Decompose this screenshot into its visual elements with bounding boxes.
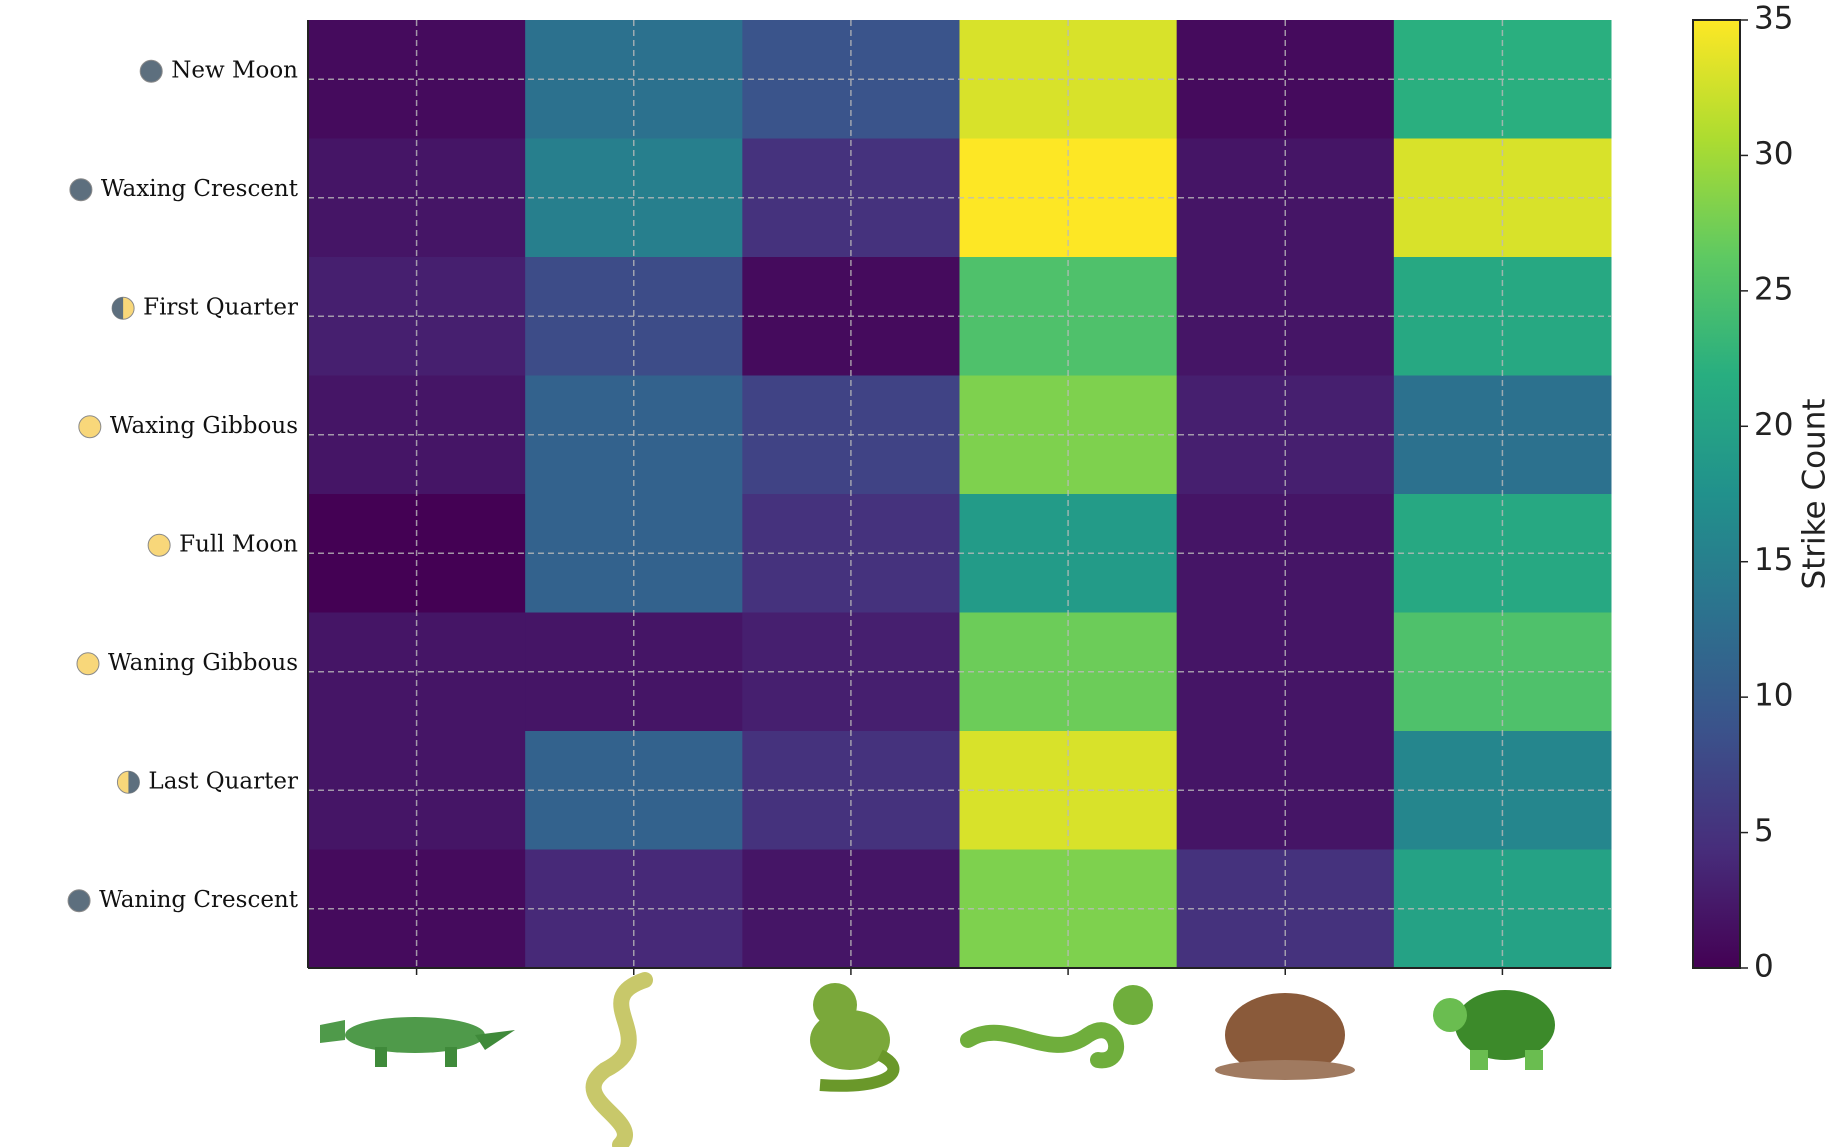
moon-icon: [69, 178, 93, 202]
moon-icon: [147, 533, 171, 557]
heatmap: [308, 20, 1612, 969]
colorbar-tick-label: 5: [1754, 813, 1774, 849]
colorbar-scale: [1692, 19, 1741, 969]
colorbar-label: Strike Count: [1797, 398, 1833, 589]
moon-icon: [78, 415, 102, 439]
grid: [307, 20, 1611, 975]
icon-snake: [585, 972, 653, 1147]
colorbar-tick-label: 35: [1754, 1, 1793, 37]
row-label: New Moon: [171, 57, 298, 83]
row-label: First Quarter: [143, 294, 298, 320]
colorbar-tick-label: 10: [1754, 678, 1793, 714]
colorbar-tick-label: 30: [1754, 136, 1793, 172]
moon-icon: [67, 889, 91, 913]
icon-green-snake: [960, 985, 1153, 1069]
icon-tortoise: [1215, 993, 1355, 1080]
row-label: Waning Crescent: [99, 887, 299, 913]
colorbar-tick-label: 0: [1754, 949, 1774, 985]
moon-icon: [76, 652, 100, 676]
moon-icon: [139, 59, 163, 83]
moon-icon-shade: [112, 297, 124, 320]
colorbar-tick-label: 20: [1754, 407, 1793, 443]
row-label: Waxing Crescent: [101, 176, 299, 202]
colorbar-tick-label: 15: [1754, 542, 1793, 578]
colorbar: 0 5 10 15 20 25 30 35: [1692, 1, 1793, 985]
icon-iguana: [810, 983, 900, 1092]
row-label: Last Quarter: [148, 768, 298, 794]
colorbar-tick-label: 25: [1754, 271, 1793, 307]
row-label: Waning Gibbous: [108, 650, 298, 676]
row-label: Waxing Gibbous: [110, 413, 298, 439]
moon-icon-shade: [128, 771, 140, 794]
row-labels: New Moon Waxing Crescent First Quarter Waxi…: [67, 57, 299, 913]
icon-turtle: [1433, 990, 1555, 1070]
icon-crocodile: [320, 1017, 515, 1067]
row-label: Full Moon: [179, 531, 298, 557]
